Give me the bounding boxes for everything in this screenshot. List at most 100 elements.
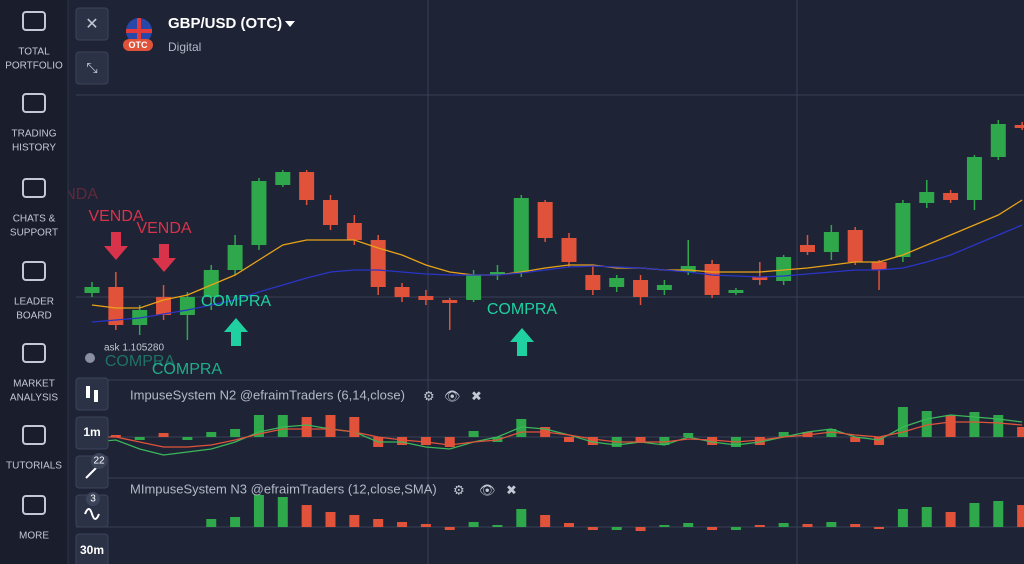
sidebar-label: TRADING <box>12 129 57 140</box>
candle-body <box>489 272 505 275</box>
candle-body <box>275 172 291 185</box>
candle-body <box>919 192 935 203</box>
sidebar-label: CHATS & <box>13 214 56 225</box>
candle-body <box>871 262 887 270</box>
asset-name[interactable]: GBP/USD (OTC) <box>168 15 282 32</box>
candle-body <box>823 232 839 252</box>
candle-body <box>513 198 529 272</box>
histogram-bar <box>230 429 241 437</box>
indicator-line <box>92 421 1023 448</box>
histogram-bar <box>754 525 765 527</box>
histogram-bar <box>564 437 574 442</box>
histogram-bar <box>468 522 479 527</box>
chart-type-button[interactable] <box>75 377 109 411</box>
histogram-bar <box>110 435 121 437</box>
histogram-bar <box>754 437 765 445</box>
signal-arrow <box>104 232 128 260</box>
candle-body <box>227 245 243 270</box>
candle-body <box>800 245 815 252</box>
histogram-bar <box>921 411 932 437</box>
badge <box>86 492 100 506</box>
visibility-icon[interactable]: 👁 <box>479 482 496 497</box>
histogram-bar <box>778 432 789 437</box>
candle-body <box>847 230 863 262</box>
histogram-bar <box>683 523 694 527</box>
histogram-bar <box>969 412 980 437</box>
sidebar-item[interactable]: TRADING HISTORY <box>12 93 57 154</box>
badge <box>91 453 107 469</box>
histogram-bar <box>277 497 288 527</box>
candle-body <box>680 266 696 272</box>
histogram-bar <box>516 509 527 527</box>
signal-label: VENDA <box>88 208 143 225</box>
histogram-bar <box>993 501 1004 527</box>
histogram-bar <box>730 527 741 530</box>
sidebar-label: ANALYSIS <box>10 393 58 404</box>
candle-body <box>346 223 362 240</box>
settings-icon[interactable]: ⚙ <box>453 482 465 497</box>
sidebar-icon <box>22 343 46 363</box>
sidebar-label: LEADER <box>14 297 54 308</box>
candle-body <box>704 264 720 295</box>
histogram-bar <box>897 407 908 437</box>
interval-button[interactable] <box>75 533 109 564</box>
candle-body <box>1014 125 1024 128</box>
sidebar-label: SUPPORT <box>10 228 58 239</box>
histogram-bar <box>850 437 861 442</box>
interval-label: 30m <box>80 543 104 557</box>
sidebar-item[interactable]: MARKET ANALYSIS <box>10 343 58 404</box>
histogram-bar <box>969 503 980 527</box>
visibility-icon[interactable]: 👁 <box>444 388 461 403</box>
remove-icon[interactable]: ✖ <box>506 482 517 497</box>
settings-icon[interactable]: ⚙ <box>423 388 435 403</box>
histogram-bar <box>230 517 241 527</box>
histogram-bar <box>802 524 813 527</box>
sidebar-item[interactable]: MORE <box>19 495 49 542</box>
histogram-bar <box>373 519 384 527</box>
histogram-bar <box>945 512 956 527</box>
histogram-bar <box>301 417 312 437</box>
icon <box>94 390 98 402</box>
histogram-bar <box>444 527 455 530</box>
histogram-bar <box>778 523 789 527</box>
candle-body <box>609 278 625 287</box>
signal-label: COMPRA <box>105 353 176 370</box>
candle-body <box>299 172 315 200</box>
icon <box>86 386 90 398</box>
dropdown-icon[interactable] <box>285 21 295 27</box>
histogram-bar <box>635 437 646 443</box>
sidebar-icon <box>22 495 46 515</box>
candle-body <box>203 270 219 297</box>
sidebar-icon <box>22 261 46 281</box>
signal-label: COMPRA <box>201 293 272 310</box>
timeframe-button[interactable] <box>75 416 109 450</box>
histogram-bar <box>564 523 574 527</box>
sidebar-item[interactable]: TOTAL PORTFOLIO <box>5 11 63 72</box>
candle-body <box>466 275 482 300</box>
sidebar-icon <box>22 93 46 113</box>
histogram-bar <box>635 527 646 531</box>
histogram-bar <box>587 527 598 530</box>
sidebar-item[interactable]: TUTORIALS <box>6 425 62 472</box>
close-button[interactable] <box>75 7 109 41</box>
histogram-bar <box>707 437 718 445</box>
histogram-bar <box>659 437 670 445</box>
sidebar-item[interactable]: CHATS & SUPPORT <box>10 178 58 239</box>
histogram-bar <box>349 515 360 527</box>
histogram-bar <box>444 437 455 447</box>
remove-icon[interactable]: ✖ <box>471 388 482 403</box>
indicator-title: ImpuseSystem N2 @efraimTraders (6,14,clo… <box>130 387 405 402</box>
signal-label: COMPRA <box>152 361 223 378</box>
histogram-bar <box>420 437 431 445</box>
sidebar-item[interactable]: LEADER BOARD <box>14 261 54 322</box>
minimize-button[interactable] <box>75 51 109 85</box>
histogram-bar <box>683 433 694 437</box>
signal-arrow <box>152 244 176 272</box>
histogram-bar <box>397 522 408 527</box>
help-icon[interactable] <box>85 353 95 363</box>
histogram-bar <box>1017 427 1024 437</box>
candle-body <box>84 287 100 293</box>
